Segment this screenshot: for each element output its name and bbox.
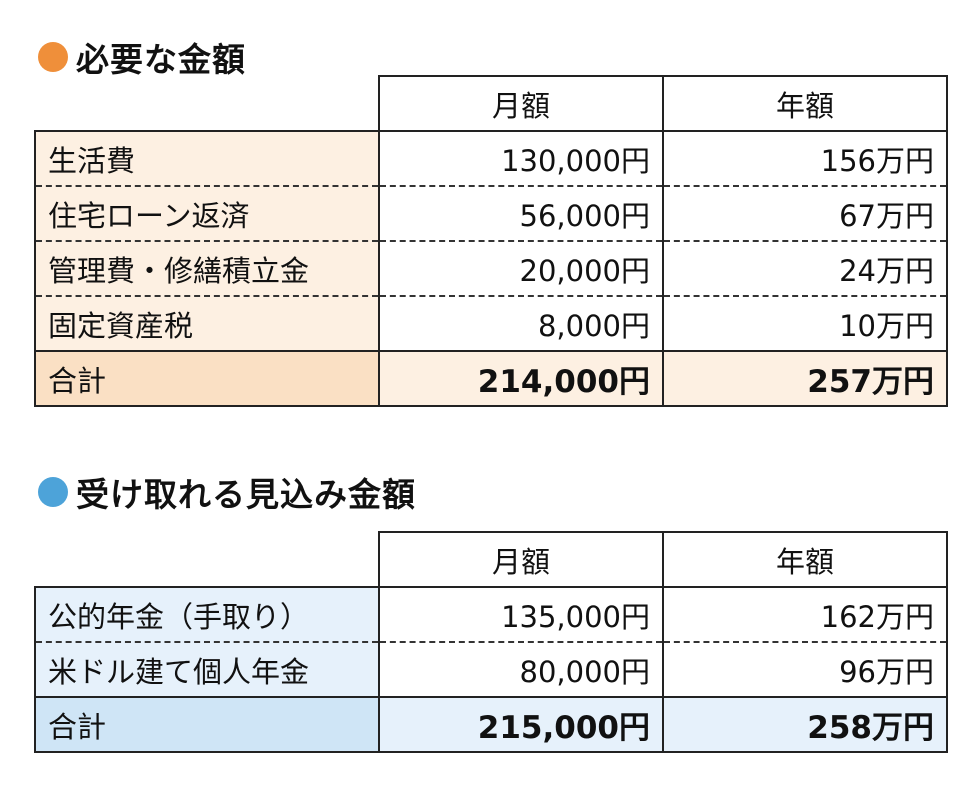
yearly-value: 24万円 xyxy=(662,240,948,297)
expenses-title: 必要な金額 xyxy=(38,33,246,81)
total-yearly: 258万円 xyxy=(662,696,948,753)
total-label: 合計 xyxy=(34,350,380,407)
monthly-header: 月額 xyxy=(378,531,664,588)
monthly-header: 月額 xyxy=(378,75,664,132)
expenses-table: 月額 年額 生活費 130,000円 156万円 住宅ローン返済 56,000円… xyxy=(34,75,948,407)
yearly-header: 年額 xyxy=(662,75,948,132)
total-monthly: 215,000円 xyxy=(378,696,664,753)
yearly-value: 162万円 xyxy=(662,586,948,643)
table-row: 住宅ローン返済 56,000円 67万円 xyxy=(34,185,948,242)
yearly-value: 96万円 xyxy=(662,641,948,698)
table-row: 管理費・修繕積立金 20,000円 24万円 xyxy=(34,240,948,297)
row-label: 管理費・修繕積立金 xyxy=(34,240,380,297)
income-title: 受け取れる見込み金額 xyxy=(38,468,416,516)
table-row: 固定資産税 8,000円 10万円 xyxy=(34,295,948,352)
yearly-value: 10万円 xyxy=(662,295,948,352)
row-label: 公的年金（手取り） xyxy=(34,586,380,643)
monthly-value: 130,000円 xyxy=(378,130,664,187)
yearly-value: 67万円 xyxy=(662,185,948,242)
monthly-value: 56,000円 xyxy=(378,185,664,242)
row-label: 住宅ローン返済 xyxy=(34,185,380,242)
total-row: 合計 214,000円 257万円 xyxy=(34,350,948,407)
monthly-value: 8,000円 xyxy=(378,295,664,352)
table-row: 公的年金（手取り） 135,000円 162万円 xyxy=(34,586,948,643)
monthly-value: 20,000円 xyxy=(378,240,664,297)
total-yearly: 257万円 xyxy=(662,350,948,407)
blank-cell xyxy=(35,76,379,131)
total-label: 合計 xyxy=(34,696,380,753)
table-header-row: 月額 年額 xyxy=(35,75,948,132)
table-row: 生活費 130,000円 156万円 xyxy=(34,130,948,187)
income-table: 月額 年額 公的年金（手取り） 135,000円 162万円 米ドル建て個人年金… xyxy=(34,531,948,753)
blank-cell xyxy=(35,532,379,587)
total-monthly: 214,000円 xyxy=(378,350,664,407)
total-row: 合計 215,000円 258万円 xyxy=(34,696,948,753)
row-label: 生活費 xyxy=(34,130,380,187)
orange-dot-icon xyxy=(38,42,68,72)
expenses-title-text: 必要な金額 xyxy=(76,40,246,79)
monthly-value: 80,000円 xyxy=(378,641,664,698)
table-header-row: 月額 年額 xyxy=(35,531,948,588)
yearly-value: 156万円 xyxy=(662,130,948,187)
yearly-header: 年額 xyxy=(662,531,948,588)
blue-dot-icon xyxy=(38,477,68,507)
monthly-value: 135,000円 xyxy=(378,586,664,643)
row-label: 固定資産税 xyxy=(34,295,380,352)
income-title-text: 受け取れる見込み金額 xyxy=(76,475,416,514)
table-row: 米ドル建て個人年金 80,000円 96万円 xyxy=(34,641,948,698)
row-label: 米ドル建て個人年金 xyxy=(34,641,380,698)
